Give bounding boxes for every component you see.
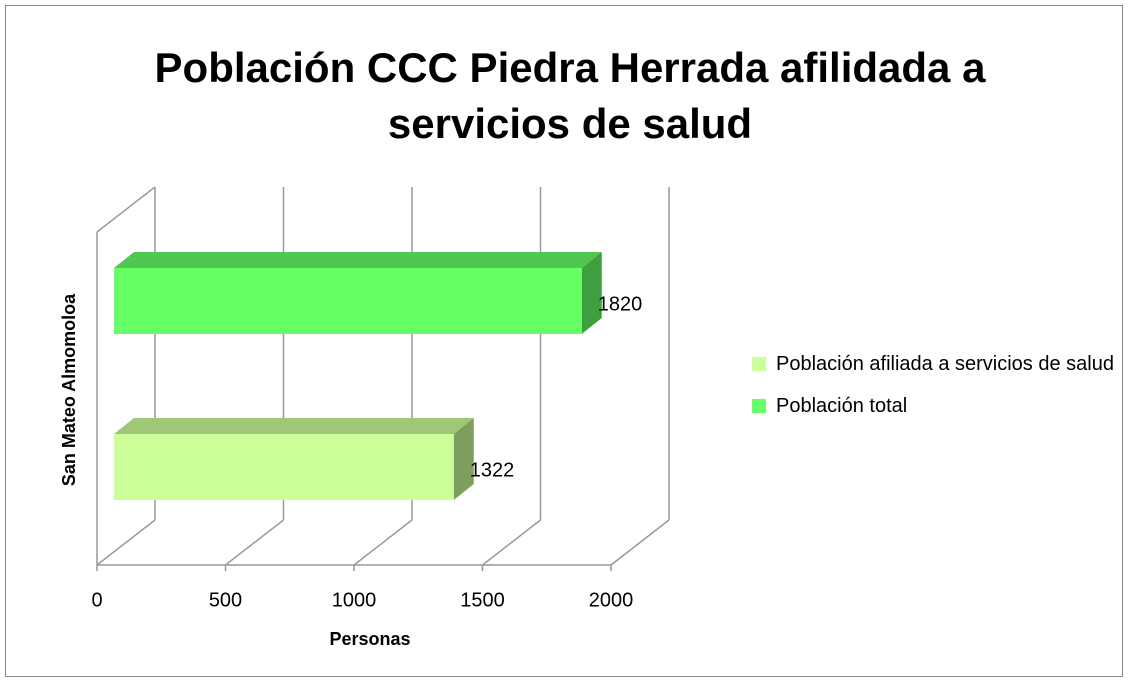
bar-top: [114, 252, 602, 268]
bar-front: [114, 434, 454, 500]
legend-swatch: [752, 357, 766, 371]
legend-label: Población afiliada a servicios de salud: [776, 353, 1114, 375]
x-tick-label: 1000: [332, 589, 377, 611]
data-label: 1820: [598, 293, 643, 315]
chart-title: Población CCC Piedra Herrada afilidada a…: [154, 44, 986, 147]
grid-line: [96, 519, 156, 566]
bar-side: [453, 418, 474, 500]
legend-label: Población total: [776, 395, 908, 417]
grid-line: [610, 519, 670, 566]
bar-side: [581, 252, 602, 334]
grid-line: [353, 519, 413, 566]
legend-swatch: [752, 399, 766, 413]
x-axis-title: Personas: [329, 629, 410, 649]
category-label: San Mateo Almomoloa: [59, 293, 79, 486]
legend-entry: Población afiliada a servicios de salud: [752, 350, 1122, 378]
bar: [114, 252, 602, 334]
bar-front: [114, 268, 582, 334]
x-tick-label: 2000: [589, 589, 634, 611]
data-label: 1322: [470, 459, 515, 481]
x-tick-label: 1500: [460, 589, 505, 611]
bar: [114, 418, 474, 500]
wall-edge: [96, 186, 156, 233]
grid-line: [482, 519, 541, 566]
legend-entry: Población total: [752, 392, 1122, 420]
chart-border: [5, 5, 1123, 677]
bar-top: [114, 418, 474, 434]
grid-line: [225, 519, 284, 566]
legend: Población afiliada a servicios de salud P…: [752, 350, 1122, 434]
x-tick-label: 500: [209, 589, 242, 611]
x-tick-label: 0: [91, 589, 102, 611]
